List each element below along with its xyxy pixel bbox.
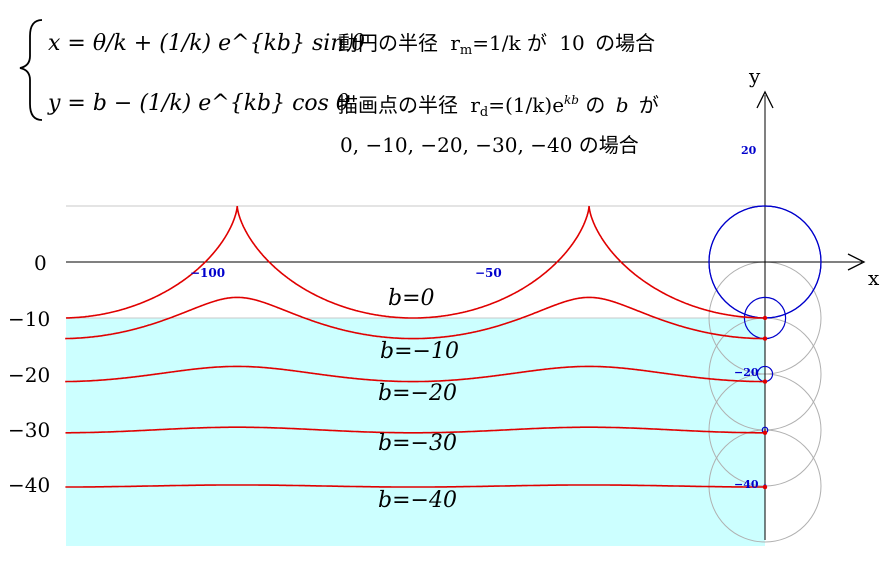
x-axis-label: x [868,266,880,290]
note-line2-suffix: が [639,93,659,117]
equation-y: y = b − (1/k) e^{kb} cos θ [47,91,349,116]
note-line2-text: 描画点の半径 [338,93,458,117]
curve-line [65,296,765,340]
note-line2-var: r [470,93,480,117]
note-line2-pre: の [585,93,605,117]
y-tick-label: 0 [34,251,47,275]
x-tick-label: −50 [475,266,502,280]
note-line2-param: b [616,93,629,117]
note-line1-var: r [450,31,460,55]
trace-point [762,484,768,490]
y-tick-label: −10 [8,307,50,331]
trace-point [762,430,768,435]
y-axis-arrow [756,90,774,109]
x-axis-arrow [847,253,866,271]
series-label: b=0 [388,286,435,311]
equation-x-text: x = θ/k + (1/k) e^{kb} sin θ [48,31,365,56]
equation-y-text: y = b − (1/k) e^{kb} cos θ [47,91,349,116]
curves [65,205,765,488]
equation-x: x = θ/k + (1/k) e^{kb} sin θ [48,31,365,56]
note-line1: 動円の半径 rm=1/k が 10 の場合 [338,31,655,58]
y-tick-label-right: 20 [741,144,757,157]
x-tick-label: −100 [190,266,225,280]
y-tick-label-right: −40 [734,478,759,491]
series-label: b=−30 [378,431,457,456]
y-tick-label: −30 [8,418,50,442]
y-tick-label-right: −20 [734,366,759,379]
note-line2: 描画点の半径 rd=(1/k)ekb の b が [338,93,659,120]
note-line1-suffix: の場合 [595,31,655,55]
trace-point [762,315,768,321]
y-axis-label: y [748,64,761,88]
y-tick-label: −40 [8,473,50,497]
curve-line [65,205,765,319]
curve-line [65,484,765,488]
note-line1-text: 動円の半径 [338,31,438,55]
series-label: b=−20 [378,381,457,406]
curve-line [65,426,765,434]
trace-point [762,379,768,384]
trace-point [762,336,768,341]
brace [19,19,43,121]
y-tick-label: −20 [8,363,50,387]
note-line1-value: 10 [559,31,584,55]
trace-points [762,315,768,490]
note-line1-sub: m [460,43,472,58]
note-line2-sub: d [480,105,488,120]
series-label: b=−10 [380,339,459,364]
note-line3: 0, −10, −20, −30, −40 の場合 [340,133,639,157]
curve-line [65,365,765,383]
note-line1-pre: が [527,31,547,55]
series-label: b=−40 [378,488,457,513]
